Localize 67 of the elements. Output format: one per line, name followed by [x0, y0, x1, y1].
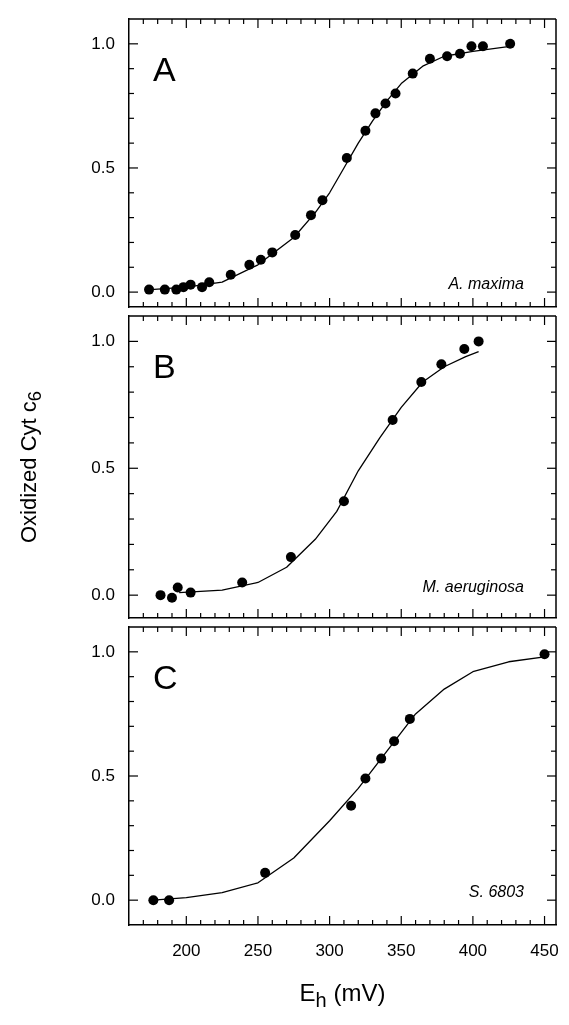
annotation: A. maxima — [447, 275, 525, 293]
point — [473, 336, 484, 347]
point — [380, 98, 391, 109]
point — [260, 867, 271, 878]
point — [370, 108, 381, 119]
point — [204, 277, 215, 288]
x-tick-label: 200 — [172, 940, 201, 960]
point — [185, 587, 196, 598]
annotation: A — [153, 50, 176, 88]
point — [185, 279, 196, 290]
point — [172, 582, 183, 593]
y-tick-label: 0.0 — [91, 889, 115, 909]
point — [285, 552, 296, 563]
point — [360, 125, 371, 136]
annotation: M. aeruginosa — [422, 578, 525, 596]
point — [290, 230, 301, 240]
x-tick-label: 400 — [458, 940, 488, 960]
point — [387, 415, 398, 426]
point — [424, 53, 435, 64]
point — [539, 649, 550, 660]
point — [442, 51, 453, 62]
point — [416, 376, 427, 387]
point — [477, 41, 488, 52]
annotation: S. 6803 — [468, 883, 525, 901]
y-tick-label: 0.5 — [91, 765, 115, 785]
point — [376, 753, 387, 764]
point — [305, 210, 316, 221]
annotation: B — [153, 347, 176, 385]
point — [390, 88, 401, 99]
point — [148, 895, 159, 906]
point — [436, 359, 447, 370]
point — [164, 895, 175, 906]
point — [255, 254, 266, 265]
y-tick-label: 0.0 — [91, 281, 115, 301]
y-tick-label: 1.0 — [91, 331, 115, 351]
x-axis-title: E$_{h}$ (mV) — [298, 979, 387, 1012]
x-tick-label: 250 — [243, 940, 273, 960]
point — [225, 269, 236, 280]
y-tick-label: 0.5 — [91, 457, 115, 477]
point — [407, 68, 418, 79]
point — [244, 259, 255, 270]
y-tick-label: 1.0 — [91, 641, 115, 661]
point — [155, 590, 166, 601]
point — [144, 284, 155, 295]
y-tick-label: 1.0 — [91, 33, 115, 53]
point — [237, 577, 248, 588]
x-tick-label: 350 — [387, 940, 416, 960]
point — [197, 282, 208, 293]
point — [341, 153, 352, 164]
point — [267, 247, 278, 258]
annotation: C — [153, 658, 178, 696]
y-tick-label: 0.0 — [91, 584, 115, 604]
point — [317, 195, 328, 206]
point — [360, 773, 371, 784]
point — [505, 38, 516, 49]
point — [466, 41, 477, 52]
point — [459, 343, 470, 354]
point — [346, 800, 357, 811]
point — [338, 496, 349, 507]
x-tick-label: 300 — [315, 940, 344, 960]
x-tick-label: 450 — [530, 940, 559, 960]
point — [166, 592, 177, 603]
point — [389, 736, 400, 747]
y-tick-label: 0.5 — [91, 157, 115, 177]
point — [455, 48, 465, 59]
point — [404, 713, 415, 724]
point — [159, 284, 170, 295]
